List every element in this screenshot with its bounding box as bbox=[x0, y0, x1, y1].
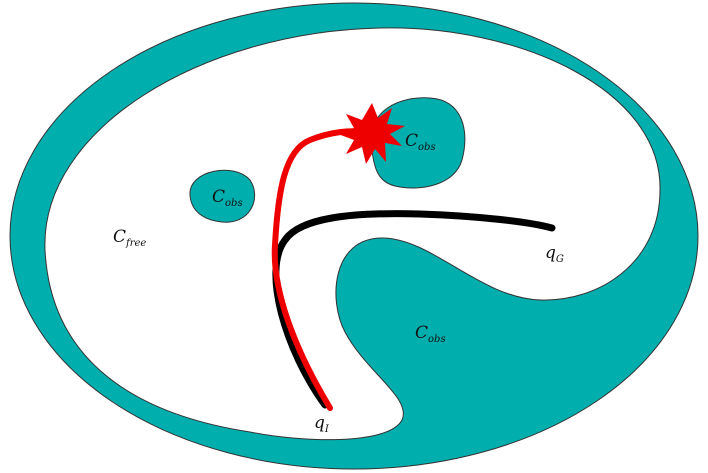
label-subscript: obs bbox=[418, 142, 436, 153]
label-subscript: free bbox=[125, 238, 146, 249]
label-symbol: C bbox=[415, 323, 428, 343]
label-symbol: C bbox=[212, 187, 225, 207]
label-subscript: obs bbox=[428, 334, 446, 345]
diagram: Cobs Cobs Cobs Cfree qG qI bbox=[0, 0, 708, 473]
label-subscript: G bbox=[556, 254, 564, 265]
label-symbol: C bbox=[405, 131, 418, 151]
label-symbol: C bbox=[113, 227, 126, 247]
label-subscript: obs bbox=[225, 198, 243, 209]
label-symbol: q bbox=[545, 243, 556, 263]
label-symbol: q bbox=[314, 413, 325, 433]
